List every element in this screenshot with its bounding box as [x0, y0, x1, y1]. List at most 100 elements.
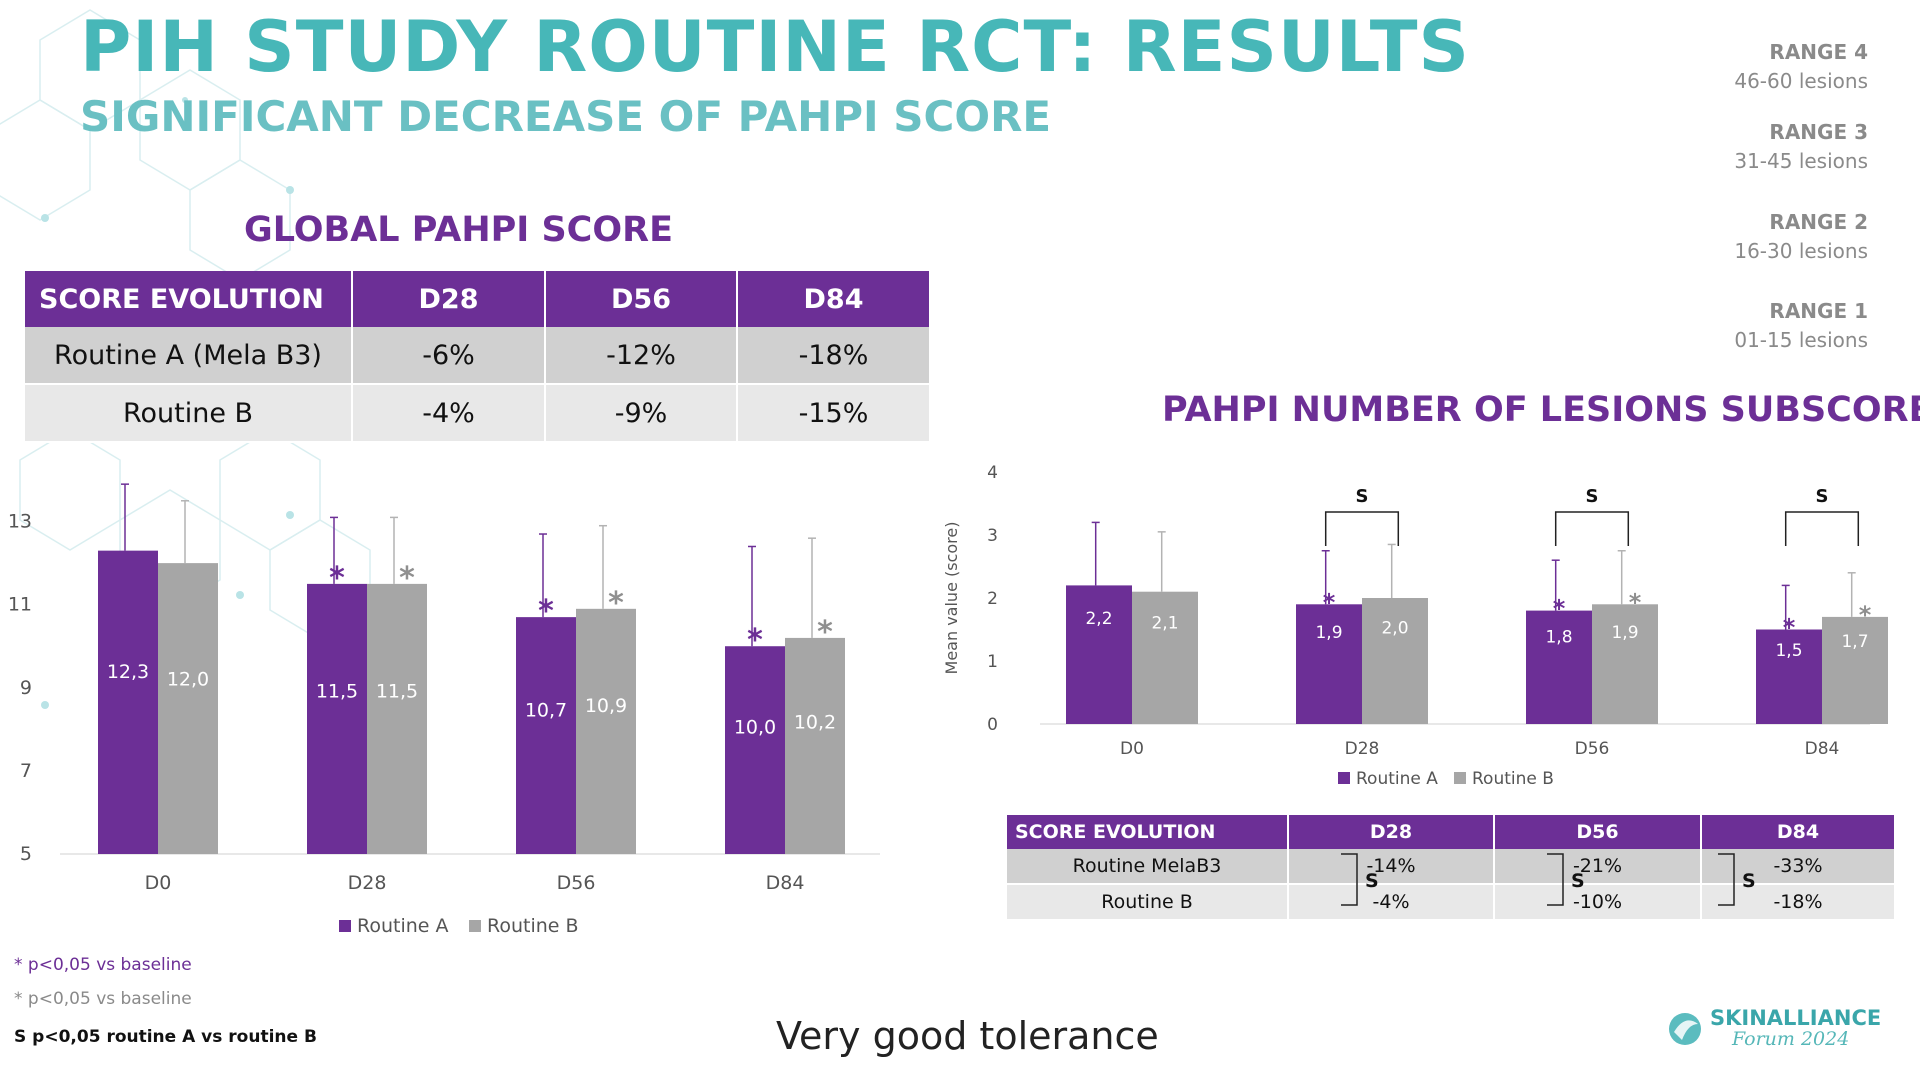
ab-significance-bracket — [1554, 511, 1630, 546]
table-header: SCORE EVOLUTION — [25, 271, 353, 327]
slide-title: PIH STUDY ROUTINE RCT: RESULTS — [80, 6, 1470, 88]
lesions-subscore-title: PAHPI NUMBER OF LESIONS SUBSCORE — [1162, 390, 1920, 430]
legend-swatch — [339, 920, 351, 932]
data-label: 10,7 — [525, 700, 567, 722]
significance-star: * — [399, 561, 415, 596]
legend-label: Routine A — [1356, 769, 1438, 789]
bar — [307, 583, 367, 854]
data-label: 2,1 — [1151, 614, 1178, 634]
table-cell: Routine B — [25, 384, 353, 443]
bar — [725, 646, 785, 854]
bar — [785, 637, 845, 854]
footnote-grey-star: * p<0,05 vs baseline — [14, 989, 192, 1009]
table-header: D84 — [1701, 815, 1896, 849]
table-cell: -15% — [737, 384, 931, 443]
bar — [1296, 604, 1362, 724]
data-label: 11,5 — [316, 680, 358, 702]
range-4: RANGE 4 46-60 lesions — [1628, 38, 1868, 96]
bar — [1822, 616, 1888, 724]
x-tick-label: D84 — [766, 872, 805, 894]
global-pahpi-chart: 5 7 9 11 13 12,3 12,0 D0 11,5 * 11,5 * D28 10,7 * 10,9 *… — [8, 483, 880, 937]
table-cell: -10% — [1494, 884, 1702, 921]
table-header-row: SCORE EVOLUTION D28 D56 D84 — [25, 271, 931, 327]
range-value: 01-15 lesions — [1734, 328, 1868, 352]
data-label: 12,3 — [107, 661, 149, 683]
data-label: 1,8 — [1545, 627, 1572, 647]
table-cell: -4% — [352, 384, 546, 443]
y-tick-label: 4 — [987, 463, 998, 483]
table-header: D28 — [1288, 815, 1495, 849]
footnote-significance: S p<0,05 routine A vs routine B — [14, 1027, 317, 1047]
table-cell: -14% — [1288, 849, 1495, 885]
table-cell: -18% — [737, 327, 931, 385]
y-tick-label: 1 — [987, 652, 998, 672]
x-tick-label: D56 — [557, 872, 596, 894]
logo-sub: Forum 2024 — [1732, 1028, 1850, 1050]
bar — [1066, 585, 1132, 724]
significance-star: * — [1553, 595, 1566, 623]
table-cell: Routine B — [1007, 884, 1289, 921]
global-pahpi-title: GLOBAL PAHPI SCORE — [244, 210, 673, 250]
range-value: 31-45 lesions — [1734, 149, 1868, 173]
data-label: 2,2 — [1085, 609, 1112, 629]
y-tick-label: 5 — [20, 843, 32, 865]
significance-star: * — [538, 594, 554, 629]
range-3: RANGE 3 31-45 lesions — [1628, 118, 1868, 176]
table-row: Routine A (Mela B3) -6% -12% -18% — [25, 327, 931, 385]
significance-star: * — [1783, 614, 1796, 642]
data-label: 10,2 — [794, 712, 836, 734]
bar — [576, 608, 636, 854]
significance-star: * — [817, 615, 833, 650]
bar — [98, 550, 158, 854]
significance-star: * — [608, 586, 624, 621]
ab-significance-marker: S — [1356, 486, 1369, 507]
range-label: RANGE 3 — [1769, 120, 1868, 144]
legend-swatch — [1454, 772, 1466, 784]
y-tick-label: 11 — [8, 594, 32, 616]
range-value: 46-60 lesions — [1734, 69, 1868, 93]
table-cell: -4% — [1288, 884, 1495, 921]
x-tick-label: D0 — [145, 872, 172, 894]
table-row: Routine B -4% -10% -18% — [1007, 884, 1896, 921]
bar — [158, 563, 218, 854]
data-label: 1,5 — [1775, 641, 1802, 661]
table-cell: -12% — [545, 327, 738, 385]
range-label: RANGE 4 — [1769, 40, 1868, 64]
range-label: RANGE 2 — [1769, 210, 1868, 234]
lesions-subscore-chart: 0 1 2 3 4 Mean value (score) 2,2 2,1 D0 1,9 * 2,0 D2… — [942, 463, 1888, 789]
data-label: 2,0 — [1381, 618, 1408, 638]
tolerance-note: Very good tolerance — [776, 1014, 1159, 1058]
table-cell: Routine MelaB3 — [1007, 849, 1289, 885]
table-header: D84 — [737, 271, 931, 327]
table-cell: -6% — [352, 327, 546, 385]
bar — [1592, 604, 1658, 724]
legend-swatch — [1338, 772, 1350, 784]
data-label: 1,9 — [1315, 623, 1342, 643]
row-significance-marker: S — [1742, 870, 1756, 892]
range-2: RANGE 2 16-30 lesions — [1628, 208, 1868, 266]
significance-star: * — [1323, 588, 1336, 616]
range-label: RANGE 1 — [1769, 299, 1868, 323]
table-header: D28 — [352, 271, 546, 327]
y-tick-label: 13 — [8, 511, 32, 533]
row-significance-marker: S — [1571, 870, 1585, 892]
x-tick-label: D56 — [1575, 739, 1610, 759]
row-significance-bracket — [1718, 853, 1735, 906]
table-header-row: SCORE EVOLUTION D28 D56 D84 — [1007, 815, 1896, 849]
table-cell: -9% — [545, 384, 738, 443]
bar — [516, 617, 576, 854]
skinalliance-logo: SKINALLIANCE Forum 2024 — [1664, 1004, 1881, 1052]
row-significance-marker: S — [1365, 870, 1379, 892]
data-label: 11,5 — [376, 680, 418, 702]
y-tick-label: 2 — [987, 589, 998, 609]
y-tick-label: 0 — [987, 715, 998, 735]
logo-mark-icon — [1669, 1013, 1701, 1045]
significance-star: * — [329, 561, 345, 596]
table-header: D56 — [545, 271, 738, 327]
data-label: 12,0 — [167, 668, 209, 690]
legend-label: Routine B — [1472, 769, 1554, 789]
ab-significance-bracket — [1784, 511, 1860, 546]
y-tick-label: 7 — [20, 760, 32, 782]
ab-significance-marker: S — [1586, 486, 1599, 507]
